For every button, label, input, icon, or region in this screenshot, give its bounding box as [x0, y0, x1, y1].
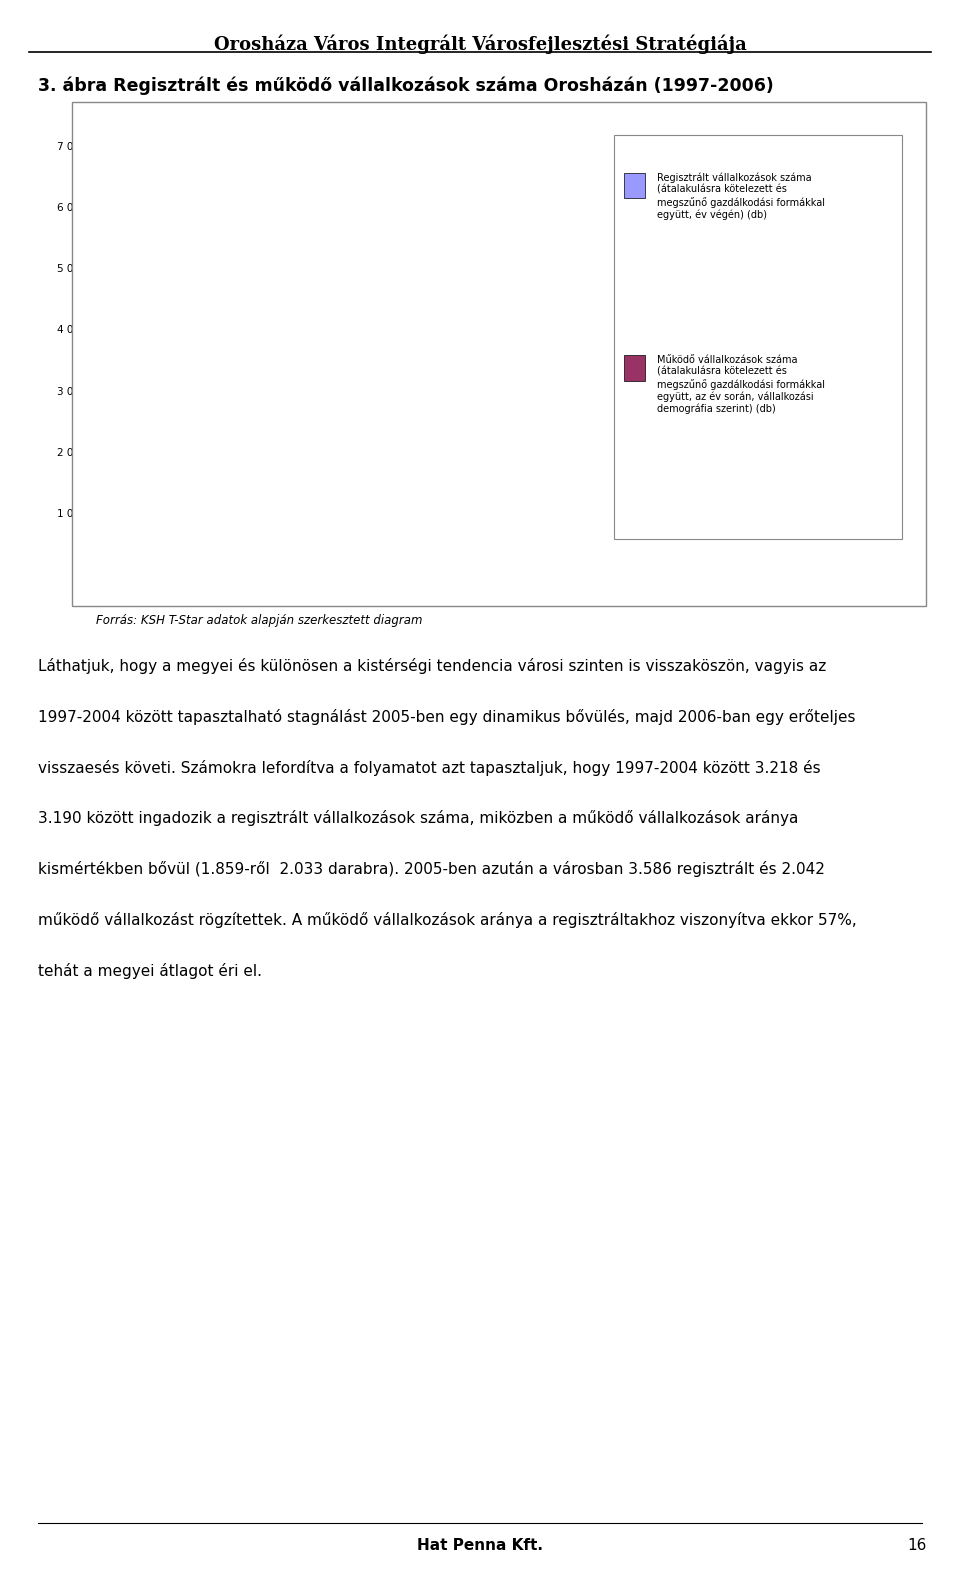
Text: visszaesés követi. Számokra lefordítva a folyamatot azt tapasztaljuk, hogy 1997-: visszaesés követi. Számokra lefordítva a…	[38, 760, 821, 776]
Bar	[353, 263, 371, 574]
Bar	[272, 387, 289, 574]
Text: Hat Penna Kft.: Hat Penna Kft.	[417, 1538, 543, 1553]
Bar	[568, 450, 586, 574]
Text: Orosháza Város Integrált Városfejlesztési Stratégiája: Orosháza Város Integrált Városfejlesztés…	[214, 35, 746, 54]
Title: Regisztrált és működő vállalkozások száma Orosházán (1997-2006): Regisztrált és működő vállalkozások szám…	[169, 130, 522, 141]
Bar	[551, 243, 568, 574]
Text: működő vállalkozást rögzítettek. A működő vállalkozások aránya a regisztráltakho: működő vállalkozást rögzítettek. A működ…	[38, 912, 857, 928]
Bar	[173, 458, 190, 574]
Bar	[204, 270, 222, 574]
Bar	[123, 460, 140, 574]
Bar	[371, 376, 388, 574]
Bar	[254, 262, 272, 574]
Bar	[402, 263, 420, 574]
Text: Láthatjuk, hogy a megyei és különösen a kistérségi tendencia városi szinten is v: Láthatjuk, hogy a megyei és különösen a …	[38, 658, 827, 674]
Text: Működő vállalkozások száma
(átalakulásra kötelezett és
megszűnő gazdálkodási for: Működő vállalkozások száma (átalakulásra…	[657, 355, 825, 414]
Bar	[303, 262, 321, 574]
Bar	[156, 268, 173, 574]
Text: 3.190 között ingadozik a regisztrált vállalkozások száma, miközben a működő váll: 3.190 között ingadozik a regisztrált vál…	[38, 810, 799, 826]
Text: tehát a megyei átlagot éri el.: tehát a megyei átlagot éri el.	[38, 963, 262, 979]
Bar	[469, 377, 487, 574]
Text: 16: 16	[907, 1538, 926, 1553]
Bar	[321, 384, 338, 574]
Bar	[452, 263, 469, 574]
Bar	[501, 201, 518, 574]
Bar	[222, 393, 239, 574]
Text: 1997-2004 között tapasztalható stagnálást 2005-ben egy dinamikus bővülés, majd 2: 1997-2004 között tapasztalható stagnálás…	[38, 709, 856, 725]
Text: Regisztrált vállalkozások száma
(átalakulásra kötelezett és
megszűnő gazdálkodás: Regisztrált vállalkozások száma (átalaku…	[657, 173, 825, 220]
Bar	[106, 265, 123, 574]
Bar	[518, 376, 536, 574]
Text: kismértékben bővül (1.859-ről  2.033 darabra). 2005-ben azután a városban 3.586 : kismértékben bővül (1.859-ről 2.033 dara…	[38, 861, 826, 877]
Bar	[420, 379, 437, 574]
Text: Forrás: KSH T-Star adatok alapján szerkesztett diagram: Forrás: KSH T-Star adatok alapján szerke…	[96, 614, 422, 626]
Text: 3. ábra Regisztrált és működő vállalkozások száma Orosházán (1997-2006): 3. ábra Regisztrált és működő vállalkozá…	[38, 76, 774, 95]
